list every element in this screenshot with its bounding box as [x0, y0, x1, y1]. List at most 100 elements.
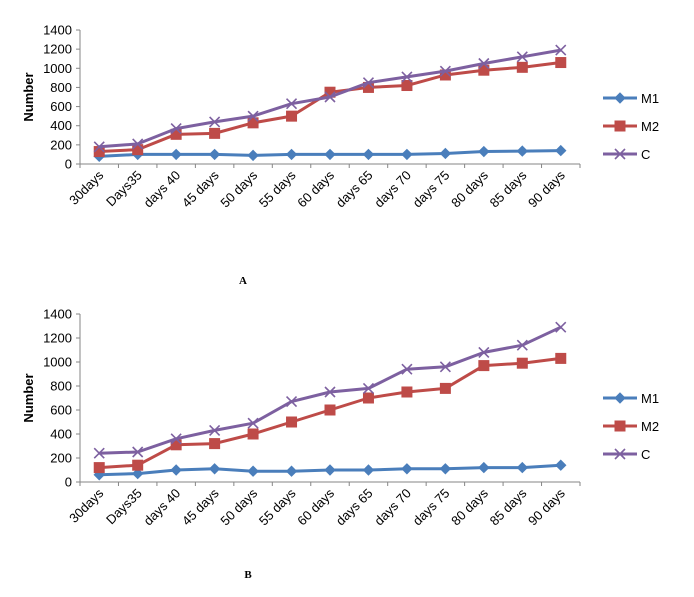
- data-point-m1: [516, 145, 529, 157]
- x-tick-label: 90 days: [525, 485, 568, 528]
- data-point-m1: [131, 467, 144, 480]
- x-tick-label: Days35: [103, 168, 145, 210]
- data-point-m1: [208, 463, 221, 475]
- data-point-m2: [247, 117, 259, 129]
- legend-marker-m2: [614, 420, 626, 432]
- series-m1: [93, 144, 567, 163]
- data-point-c: [516, 51, 528, 63]
- data-point-m1: [439, 463, 452, 475]
- data-point-m1: [285, 465, 298, 477]
- data-point-c: [478, 57, 490, 70]
- x-tick-label: 85 days: [487, 485, 530, 528]
- x-tick-label: 30days: [66, 485, 107, 526]
- legend-label-m2: M2: [641, 119, 659, 134]
- x-tick-label: 80 days: [448, 167, 491, 210]
- data-point-m2: [478, 64, 490, 76]
- series-c: [93, 44, 567, 153]
- series-m1: [93, 459, 567, 481]
- data-point-c: [324, 91, 336, 103]
- data-point-m1: [478, 461, 490, 474]
- x-tick-label: days 40: [140, 486, 183, 529]
- data-point-c: [170, 433, 182, 445]
- data-point-c: [324, 386, 336, 398]
- series-line-m2: [99, 61, 561, 154]
- y-tick-label: 600: [50, 403, 72, 418]
- series-c: [93, 321, 567, 459]
- data-point-c: [285, 98, 298, 110]
- x-tick-label: days 65: [333, 486, 376, 529]
- y-tick-label: 400: [50, 118, 72, 133]
- data-point-m2: [286, 110, 298, 122]
- x-tick-label: 30days: [66, 167, 107, 208]
- legend-marker-c: [614, 148, 626, 160]
- y-tick-label: 800: [50, 80, 72, 95]
- data-point-c: [439, 361, 451, 373]
- data-point-m1: [362, 148, 375, 161]
- data-point-c: [247, 110, 259, 122]
- data-point-c: [132, 138, 144, 150]
- data-point-m1: [247, 465, 259, 477]
- data-point-c: [362, 382, 375, 394]
- data-point-m1: [324, 464, 336, 476]
- data-point-m1: [401, 148, 413, 161]
- data-point-m2: [401, 80, 413, 92]
- legend-marker-m1: [614, 92, 626, 104]
- data-point-m1: [247, 149, 259, 162]
- data-point-c: [401, 363, 413, 375]
- data-point-m2: [132, 144, 144, 156]
- data-point-m2: [93, 462, 105, 474]
- data-point-m2: [132, 459, 144, 471]
- data-point-c: [93, 141, 105, 153]
- legend-label-c: C: [641, 447, 650, 462]
- y-axis-title: Number: [21, 373, 36, 422]
- x-tick-label: 55 days: [256, 167, 299, 210]
- data-point-m2: [439, 382, 451, 394]
- x-tick-label: Days35: [103, 486, 145, 528]
- data-point-c: [439, 65, 451, 77]
- legend-marker-m1: [614, 392, 626, 404]
- y-tick-label: 600: [50, 99, 72, 114]
- data-point-m1: [555, 144, 567, 157]
- data-point-c: [132, 446, 144, 458]
- data-point-m1: [324, 148, 336, 161]
- data-point-m2: [555, 57, 567, 69]
- legend-marker-c: [614, 448, 626, 460]
- x-tick-label: days 40: [140, 168, 183, 211]
- x-tick-label: 50 days: [217, 167, 260, 210]
- x-tick-label: 60 days: [294, 485, 337, 528]
- data-point-c: [362, 77, 375, 89]
- series-m2: [93, 352, 567, 474]
- data-point-c: [285, 396, 298, 408]
- y-axis-title: Number: [21, 72, 36, 121]
- legend-label-c: C: [641, 147, 650, 162]
- y-tick-label: 0: [65, 475, 72, 490]
- legend-label-m2: M2: [641, 419, 659, 434]
- data-point-m1: [439, 147, 452, 160]
- data-point-m2: [286, 416, 298, 428]
- x-tick-label: 60 days: [294, 167, 337, 210]
- x-tick-label: days 75: [410, 486, 453, 529]
- y-tick-label: 200: [50, 137, 72, 152]
- data-point-m1: [208, 148, 221, 161]
- y-tick-label: 1200: [43, 42, 72, 57]
- data-point-m1: [170, 464, 182, 476]
- data-point-c: [555, 321, 567, 333]
- data-point-m2: [324, 404, 336, 416]
- legend: M1 M2 C: [603, 391, 659, 462]
- data-point-m2: [247, 428, 259, 440]
- chart-panel-b: 020040060080010001200140030daysDays35day…: [21, 307, 659, 582]
- data-point-c: [401, 71, 413, 83]
- y-tick-label: 0: [65, 157, 72, 172]
- x-tick-label: days 75: [410, 168, 453, 211]
- x-tick-label: 45 days: [179, 167, 222, 210]
- data-point-c: [247, 417, 259, 429]
- data-point-m2: [93, 146, 105, 158]
- data-point-m2: [401, 386, 413, 398]
- legend-label-m1: M1: [641, 391, 659, 406]
- data-point-m2: [516, 61, 528, 73]
- data-point-c: [209, 116, 221, 128]
- data-point-c: [170, 123, 182, 135]
- legend-marker-m2: [614, 120, 626, 132]
- data-point-m2: [362, 392, 374, 404]
